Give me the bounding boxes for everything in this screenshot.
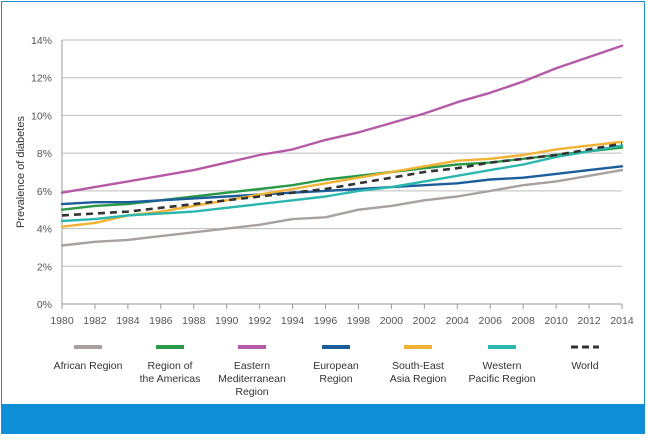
legend-label: European Region [313,360,359,385]
x-tick-label: 1982 [83,315,107,327]
y-tick-label: 8% [37,148,52,160]
footer-bar [1,404,645,434]
x-tick-label: 1992 [248,315,272,327]
x-tick-label: 1986 [149,315,173,327]
x-tick-label: 2008 [511,315,535,327]
y-tick-label: 0% [37,299,52,311]
y-tick-label: 2% [37,261,52,273]
legend-label: Western Pacific Region [468,360,535,385]
series-line-south-east-asia-region [60,140,624,228]
y-tick-label: 12% [31,73,52,85]
series-line-african-region [60,168,624,247]
y-tick-label: 14% [31,35,52,47]
series-lines [60,44,624,247]
x-tick-label: 1994 [281,315,305,327]
legend: African Region Region of the Americas Easte… [54,345,599,398]
x-tick-label: 1988 [182,315,206,327]
series-line-european-region [60,165,624,206]
x-tick-label: 1996 [314,315,338,327]
legend-label: Region of the Americas [140,360,201,385]
legend-label: Eastern Mediterranean Region [218,360,286,398]
x-tick-label: 1990 [215,315,239,327]
legend-label: African Region [54,360,123,372]
legend-label: World [571,360,598,372]
x-tick-label: 2004 [446,315,470,327]
y-axis-label: Prevalence of diabetes [15,116,27,228]
x-tick-label: 2002 [413,315,437,327]
y-tick-label: 6% [37,186,52,198]
grid [62,39,622,305]
x-tick-label: 2010 [544,315,568,327]
x-tick-label: 1998 [347,315,371,327]
x-tick-label: 2012 [577,315,601,327]
series-line-world [61,142,623,217]
series-line-eastern-mediterranean-region [60,44,624,194]
x-tick-label: 1980 [50,315,74,327]
y-tick-label: 4% [37,224,52,236]
y-tick-label: 10% [31,110,52,122]
series-line-western-pacific-region [60,144,624,223]
legend-label: South-East Asia Region [390,360,447,385]
axes: 0% 2% 4% 6% 8% 10% 12% 14% 1980 1982 1984 1986 1988 1… [31,35,634,327]
x-tick-label: 2006 [479,315,503,327]
x-tick-label: 1984 [116,315,140,327]
x-tick-label: 2014 [610,315,634,327]
x-tick-label: 2000 [380,315,404,327]
